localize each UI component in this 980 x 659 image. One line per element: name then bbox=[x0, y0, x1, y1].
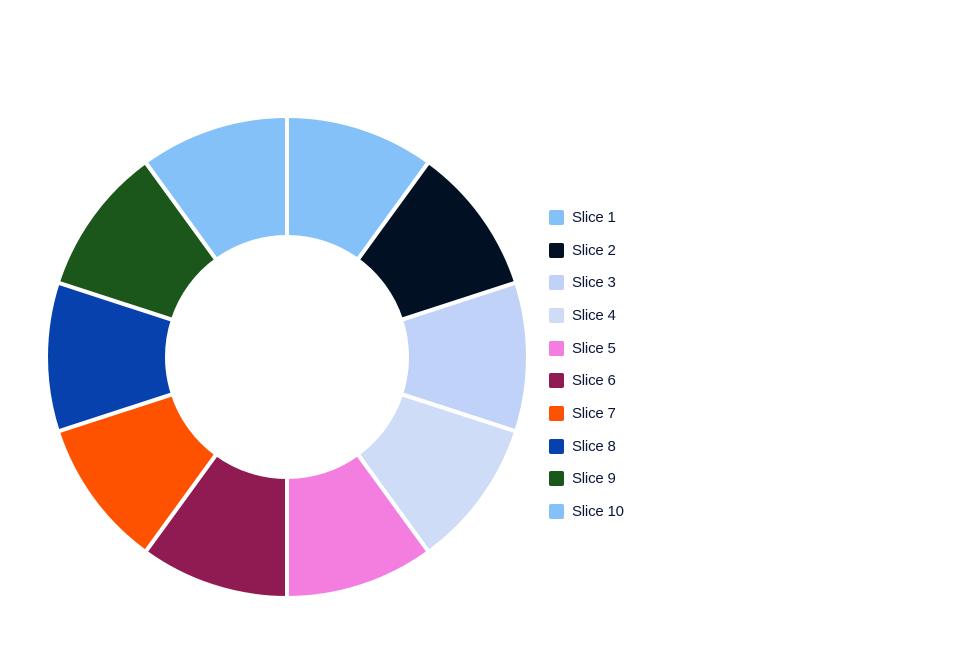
legend-swatch bbox=[549, 275, 564, 291]
legend-swatch bbox=[549, 307, 564, 323]
legend-item-slice-9[interactable]: Slice 9 bbox=[549, 463, 624, 496]
legend-swatch bbox=[549, 373, 564, 389]
legend-swatch bbox=[549, 471, 564, 487]
legend-item-slice-4[interactable]: Slice 4 bbox=[549, 299, 624, 332]
legend-item-slice-1[interactable]: Slice 1 bbox=[549, 201, 624, 234]
legend-label: Slice 9 bbox=[572, 470, 616, 488]
legend-swatch bbox=[549, 438, 564, 454]
legend-item-slice-10[interactable]: Slice 10 bbox=[549, 495, 624, 528]
legend-label: Slice 2 bbox=[572, 241, 616, 259]
legend-label: Slice 10 bbox=[572, 503, 624, 521]
legend-label: Slice 5 bbox=[572, 339, 616, 357]
legend-item-slice-2[interactable]: Slice 2 bbox=[549, 234, 624, 267]
legend-label: Slice 8 bbox=[572, 437, 616, 455]
legend-swatch bbox=[549, 209, 564, 225]
donut-slice-10[interactable] bbox=[142, 113, 289, 263]
legend-label: Slice 6 bbox=[572, 372, 616, 390]
legend-item-slice-3[interactable]: Slice 3 bbox=[549, 266, 624, 299]
legend-item-slice-6[interactable]: Slice 6 bbox=[549, 364, 624, 397]
legend-label: Slice 1 bbox=[572, 208, 616, 226]
legend-item-slice-7[interactable]: Slice 7 bbox=[549, 397, 624, 430]
donut-chart bbox=[46, 113, 529, 598]
legend-label: Slice 7 bbox=[572, 404, 616, 422]
legend-label: Slice 3 bbox=[572, 274, 616, 292]
chart-legend: Slice 1 Slice 2 Slice 3 Slice 4 Slice 5 … bbox=[549, 201, 624, 528]
legend-label: Slice 4 bbox=[572, 306, 616, 324]
legend-item-slice-5[interactable]: Slice 5 bbox=[549, 332, 624, 365]
legend-swatch bbox=[549, 340, 564, 356]
legend-swatch bbox=[549, 504, 564, 520]
legend-swatch bbox=[549, 242, 564, 258]
legend-swatch bbox=[549, 405, 564, 421]
legend-item-slice-8[interactable]: Slice 8 bbox=[549, 430, 624, 463]
